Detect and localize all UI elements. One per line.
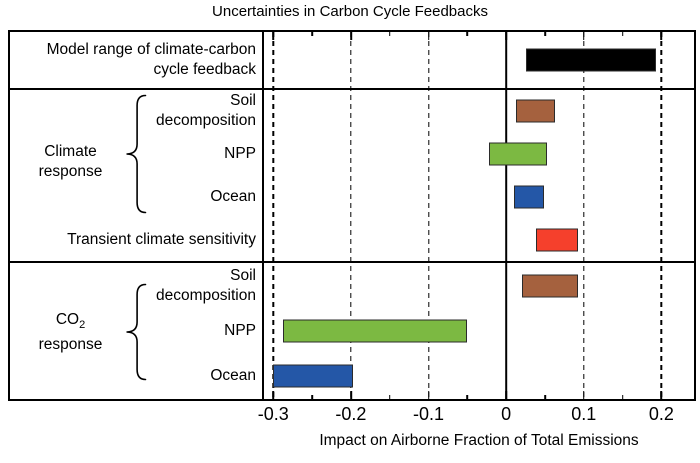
npp-label: NPP <box>224 321 256 339</box>
row-climate-npp: NPP <box>10 133 694 176</box>
x-tick-label: -0.1 <box>413 404 445 424</box>
section-model-range: Model range of climate-carbon cycle feed… <box>10 32 694 88</box>
bar-co2-ocean <box>273 364 354 388</box>
row-label-climate-npp: NPP <box>10 133 264 176</box>
model-range-label-line1: Model range of climate-carbon <box>46 41 256 58</box>
soil-label-line2: decomposition <box>156 112 256 130</box>
co2-subscript: 2 <box>79 319 86 332</box>
bar-co2-npp <box>282 319 468 343</box>
ocean-label: Ocean <box>210 187 256 205</box>
x-tick-label: 0.2 <box>648 404 674 424</box>
row-climate-soil: Soil decomposition <box>10 90 694 133</box>
gridline-dashed <box>350 32 352 399</box>
bar-strip <box>264 218 694 261</box>
axis-tick <box>311 395 313 399</box>
section-divider-2 <box>10 261 694 263</box>
axis-tick <box>427 32 430 40</box>
row-label-co2-soil: Soil decomposition <box>10 263 264 308</box>
chart-title: Uncertainties in Carbon Cycle Feedbacks <box>212 3 488 20</box>
climate-group-label-line2: response <box>38 163 103 180</box>
climate-group-label: Climate response <box>18 142 123 182</box>
bar-strip <box>264 176 694 219</box>
row-label-climate-soil: Soil decomposition <box>10 90 264 133</box>
axis-tick <box>544 395 546 399</box>
bar-strip <box>264 354 694 399</box>
co2-group-label-line2: response <box>38 336 103 354</box>
bar-strip <box>264 32 694 88</box>
bar-strip <box>264 263 694 308</box>
x-tick-label: 0.1 <box>571 404 597 424</box>
row-label-co2-ocean: Ocean <box>10 354 264 399</box>
transient-label: Transient climate sensitivity <box>67 230 256 248</box>
axis-tick <box>427 391 430 399</box>
row-co2-npp: NPP <box>10 308 694 353</box>
ocean-label: Ocean <box>210 367 256 385</box>
axis-tick <box>621 32 624 36</box>
model-range-label-line2: cycle feedback <box>153 61 256 78</box>
row-label-transient: Transient climate sensitivity <box>10 218 264 261</box>
row-co2-soil: Soil decomposition <box>10 263 694 308</box>
climate-group-label-line1: Climate <box>44 143 97 160</box>
axis-tick <box>544 32 546 36</box>
row-label-climate-ocean: Ocean <box>10 176 264 219</box>
bar-co2-soil <box>521 274 578 298</box>
soil-label-line1: Soil <box>230 266 256 284</box>
bar-strip <box>264 133 694 176</box>
npp-label: NPP <box>224 145 256 163</box>
axis-tick <box>582 391 585 399</box>
axis-tick <box>311 32 313 36</box>
row-co2-ocean: Ocean <box>10 354 694 399</box>
x-tick-label: -0.3 <box>257 404 289 424</box>
co2-group-brace-icon <box>126 283 147 381</box>
gridline-dashed <box>427 32 430 399</box>
climate-group-brace-icon <box>126 94 147 214</box>
x-axis-label: Impact on Airborne Fraction of Total Emi… <box>319 432 639 449</box>
gridline-dashed <box>583 32 585 399</box>
plot-grid-overlay <box>262 32 694 399</box>
row-model-range: Model range of climate-carbon cycle feed… <box>10 32 694 88</box>
co2-text: CO <box>55 311 80 328</box>
axis-tick <box>388 32 391 36</box>
axis-tick <box>350 391 352 399</box>
gridline-dashed <box>660 32 663 399</box>
axis-tick <box>505 32 507 40</box>
gridline-dashed <box>272 32 275 399</box>
axis-tick <box>582 32 585 40</box>
axis-tick <box>272 391 275 399</box>
bar-transient <box>536 228 579 252</box>
co2-group-label-line1: CO2 <box>18 310 123 335</box>
axis-tick <box>660 391 663 399</box>
row-label-model-range: Model range of climate-carbon cycle feed… <box>10 32 264 88</box>
plot-box: Model range of climate-carbon cycle feed… <box>8 30 696 401</box>
x-tick-labels: -0.3 -0.2 -0.1 0 0.1 0.2 <box>258 403 694 427</box>
axis-tick <box>466 32 469 36</box>
bar-model-range <box>525 48 656 72</box>
bar-strip <box>264 90 694 133</box>
row-climate-ocean: Ocean <box>10 176 694 219</box>
section-divider-1 <box>10 88 694 90</box>
axis-tick <box>350 32 352 40</box>
row-transient: Transient climate sensitivity <box>10 218 694 261</box>
soil-label-line2: decomposition <box>156 286 256 304</box>
section-climate-response: Climate response Soil decomposition NPP <box>10 90 694 261</box>
co2-group-label: CO2 response <box>18 310 123 355</box>
bar-climate-soil <box>516 99 556 123</box>
axis-tick <box>466 395 469 399</box>
bar-strip <box>264 308 694 353</box>
axis-tick <box>660 32 663 40</box>
zero-line <box>505 32 507 399</box>
axis-tick <box>621 395 624 399</box>
section-co2-response: CO2 response Soil decomposition NPP <box>10 263 694 399</box>
x-tick-label: 0 <box>501 404 512 424</box>
bar-climate-npp <box>489 142 548 166</box>
axis-tick <box>505 391 507 399</box>
x-tick-label: -0.2 <box>335 404 367 424</box>
plot-sections: Model range of climate-carbon cycle feed… <box>10 32 694 399</box>
axis-tick <box>272 32 275 40</box>
soil-label-line1: Soil <box>230 92 256 110</box>
axis-tick <box>388 395 391 399</box>
bar-climate-ocean <box>513 185 545 209</box>
row-label-co2-npp: NPP <box>10 308 264 353</box>
